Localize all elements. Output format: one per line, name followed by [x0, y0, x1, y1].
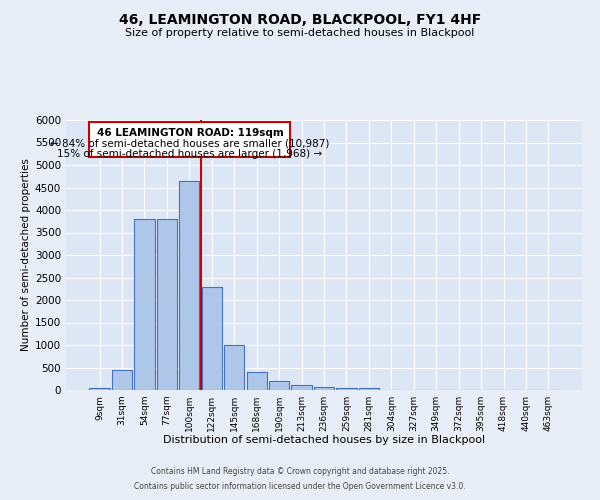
Bar	[179, 180, 199, 390]
FancyBboxPatch shape	[89, 122, 290, 157]
Bar	[134, 219, 155, 390]
Bar	[359, 388, 379, 390]
Text: 46, LEAMINGTON ROAD, BLACKPOOL, FY1 4HF: 46, LEAMINGTON ROAD, BLACKPOOL, FY1 4HF	[119, 12, 481, 26]
Text: Contains HM Land Registry data © Crown copyright and database right 2025.: Contains HM Land Registry data © Crown c…	[151, 467, 449, 476]
X-axis label: Distribution of semi-detached houses by size in Blackpool: Distribution of semi-detached houses by …	[163, 436, 485, 446]
Text: Contains public sector information licensed under the Open Government Licence v3: Contains public sector information licen…	[134, 482, 466, 491]
Text: Size of property relative to semi-detached houses in Blackpool: Size of property relative to semi-detach…	[125, 28, 475, 38]
Bar	[89, 388, 110, 390]
Bar	[224, 345, 244, 390]
Bar	[112, 370, 132, 390]
Bar	[292, 385, 311, 390]
Bar	[337, 388, 356, 390]
Bar	[157, 219, 177, 390]
Bar	[269, 381, 289, 390]
Y-axis label: Number of semi-detached properties: Number of semi-detached properties	[21, 158, 31, 352]
Bar	[314, 387, 334, 390]
Bar	[247, 372, 267, 390]
Bar	[202, 286, 222, 390]
Text: 46 LEAMINGTON ROAD: 119sqm: 46 LEAMINGTON ROAD: 119sqm	[97, 128, 283, 138]
Text: 15% of semi-detached houses are larger (1,968) →: 15% of semi-detached houses are larger (…	[58, 149, 322, 159]
Text: ← 84% of semi-detached houses are smaller (10,987): ← 84% of semi-detached houses are smalle…	[50, 139, 329, 149]
